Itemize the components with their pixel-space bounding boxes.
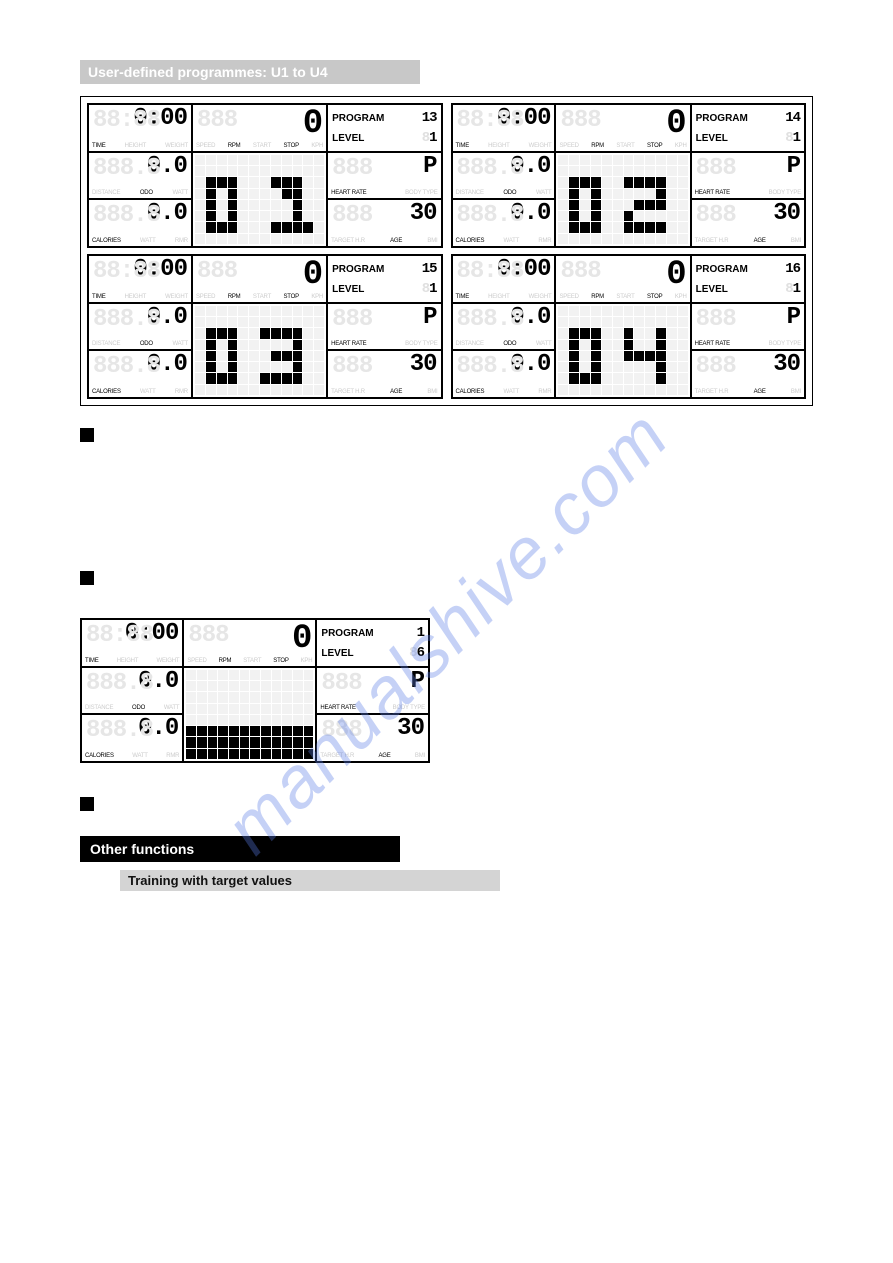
bullet-3: Press RESET during your training to stop…: [80, 795, 813, 818]
page-number: 18: [80, 941, 813, 956]
bullet-2-text: During your workout you can change the d…: [102, 569, 813, 611]
lcd-u3: 88:880:00 TIMEHEIGHTWEIGHT8880 SPEEDRPMS…: [87, 254, 443, 399]
other-functions-bar: Other functions: [80, 836, 400, 862]
training-target-values-bar: Training with target values: [120, 870, 500, 891]
displays-container: 88:880:00 TIMEHEIGHTWEIGHT8880 SPEEDRPMS…: [80, 96, 813, 406]
bullet-2: During your workout you can change the d…: [80, 569, 813, 611]
picture-8-wrap: 88:880:00 TIMEHEIGHTWEIGHT8880 SPEEDRPMS…: [80, 618, 430, 763]
bullet-marker: [80, 571, 94, 585]
bullet-1-text: These four programmes allow you to defin…: [102, 426, 813, 555]
lcd-u4: 88:880:00 TIMEHEIGHTWEIGHT8880 SPEEDRPMS…: [451, 254, 807, 399]
bullet-marker: [80, 797, 94, 811]
picture-8-caption: Picture 8: [80, 769, 430, 781]
lcd-u2: 88:880:00 TIMEHEIGHTWEIGHT8880 SPEEDRPMS…: [451, 103, 807, 248]
bullet-marker: [80, 428, 94, 442]
section-title-bar: User-defined programmes: U1 to U4: [80, 60, 420, 84]
lcd-picture-8: 88:880:00 TIMEHEIGHTWEIGHT8880 SPEEDRPMS…: [80, 618, 430, 763]
bullet-3-text: Press RESET during your training to stop…: [102, 795, 714, 818]
lcd-u1: 88:880:00 TIMEHEIGHTWEIGHT8880 SPEEDRPMS…: [87, 103, 443, 248]
bullet-1: These four programmes allow you to defin…: [80, 426, 813, 555]
